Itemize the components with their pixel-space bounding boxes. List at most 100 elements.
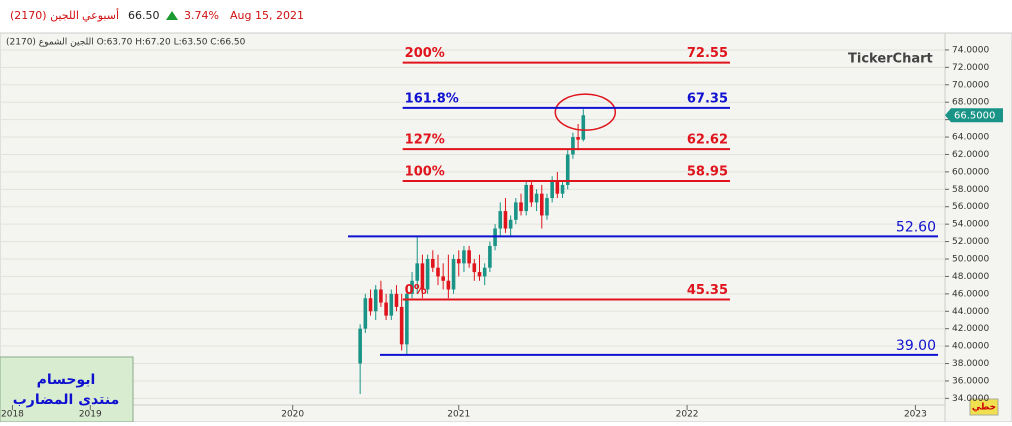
y-tick-label: 46.0000 <box>952 289 989 299</box>
signature-line: منتدى المضارب <box>13 392 120 408</box>
level-label: 62.62 <box>687 133 728 148</box>
candle-body <box>363 298 368 329</box>
candle-body <box>436 267 440 277</box>
y-tick-label: 50.0000 <box>952 255 989 265</box>
candle-body <box>394 293 399 307</box>
ohlc-info: اللجين الشموع (2170) O:63.70 H:67.20 L:6… <box>6 38 246 48</box>
y-tick-label: 74.0000 <box>952 45 989 55</box>
date: Aug 15, 2021 <box>230 9 304 22</box>
y-tick-label: 72.0000 <box>952 63 989 73</box>
candle-body <box>555 180 560 194</box>
candle-body <box>451 259 456 290</box>
y-tick-label: 56.0000 <box>952 202 989 212</box>
candle-body <box>477 272 482 277</box>
mode-button-label[interactable]: خطي <box>972 403 996 413</box>
level-name: 127% <box>405 133 445 148</box>
x-tick-label: 2021 <box>447 410 470 420</box>
level-label: 72.55 <box>687 46 728 61</box>
candle-body <box>368 298 373 312</box>
y-tick-label: 44.0000 <box>952 307 989 317</box>
y-tick-label: 40.0000 <box>952 342 989 352</box>
candle-body <box>529 184 534 203</box>
candle-body <box>379 289 383 303</box>
period: أسبوعي <box>82 8 119 22</box>
mode-button[interactable] <box>969 398 999 416</box>
level-label: 58.95 <box>687 165 728 180</box>
candle-body <box>462 250 466 264</box>
y-tick-label: 64.0000 <box>952 133 989 143</box>
candle-body <box>420 263 425 290</box>
level-label: 39.00 <box>896 338 936 354</box>
candle-body <box>482 267 487 277</box>
candle-body <box>431 259 435 268</box>
candle-body <box>503 211 508 229</box>
y-tick-label: 58.0000 <box>952 185 989 195</box>
signature-line: ابوحسام <box>37 372 96 388</box>
candle-body <box>514 202 518 220</box>
plot-layer: 200% 72.55 161.8% 67.35 127% 62.62 100% 58.95 52… <box>0 46 945 399</box>
candle-body <box>425 259 430 290</box>
candle-body <box>467 250 471 264</box>
level-name: 100% <box>405 165 445 180</box>
candle-body <box>524 184 529 212</box>
candle-body <box>565 154 570 185</box>
y-axis-panel <box>944 32 1012 423</box>
candle-body <box>456 259 461 264</box>
candle-body <box>576 137 580 140</box>
candle-body <box>415 263 420 281</box>
candle-body <box>399 306 404 345</box>
x-tick-label: 2022 <box>676 410 699 420</box>
candle-body <box>441 276 445 281</box>
highlight-circle <box>554 93 617 131</box>
last-price-tag <box>945 108 1003 123</box>
candle-body <box>539 193 544 216</box>
x-tick-label: 2020 <box>281 410 304 420</box>
x-tick-label: 2018 <box>1 410 24 420</box>
candle-body <box>446 280 451 290</box>
y-tick-label: 70.0000 <box>952 80 989 90</box>
plot-area <box>0 32 946 406</box>
signature-box <box>0 356 134 423</box>
y-tick-label: 42.0000 <box>952 324 989 334</box>
candle-body <box>581 115 586 140</box>
candle-body <box>534 193 539 203</box>
y-tick-label: 62.0000 <box>952 150 989 160</box>
change: 3.74% <box>184 9 219 22</box>
x-tick-label: 2019 <box>79 410 102 420</box>
candle-body <box>519 202 523 212</box>
candle-body <box>472 263 477 273</box>
y-tick-label: 54.0000 <box>952 220 989 230</box>
candle-body <box>571 137 575 155</box>
level-label: 67.35 <box>687 91 728 106</box>
candle-body <box>358 328 362 364</box>
candle-body <box>550 180 554 199</box>
candle-body <box>508 219 513 229</box>
candle-body <box>410 280 414 294</box>
y-tick-label: 68.0000 <box>952 98 989 108</box>
y-tick-label: 38.0000 <box>952 359 989 369</box>
y-tick-label: 48.0000 <box>952 272 989 282</box>
price: 66.50 <box>128 9 160 22</box>
y-tick-label: 52.0000 <box>952 237 989 247</box>
level-name: 200% <box>405 46 445 61</box>
y-tick-label: 60.0000 <box>952 167 989 177</box>
symbol-name: (2170) اللجين <box>10 9 79 22</box>
level-name: 0% <box>405 283 427 298</box>
level-label: 45.35 <box>687 283 728 298</box>
candle-body <box>373 289 378 312</box>
level-label: 52.60 <box>896 219 936 235</box>
x-axis-panel <box>0 404 946 423</box>
last-price-label: 66.5000 <box>954 110 995 121</box>
y-tick-label: 36.0000 <box>952 376 989 386</box>
x-tick-label: 2023 <box>904 410 927 420</box>
candle-body <box>488 245 492 268</box>
candle-body <box>384 302 388 316</box>
candle-body <box>545 198 549 216</box>
candle-body <box>560 184 565 194</box>
candle-body <box>389 293 394 316</box>
y-tick-label: 34.0000 <box>952 394 989 404</box>
candle-body <box>498 211 503 229</box>
watermark: TickerChart <box>848 52 933 67</box>
up-arrow <box>166 11 178 20</box>
